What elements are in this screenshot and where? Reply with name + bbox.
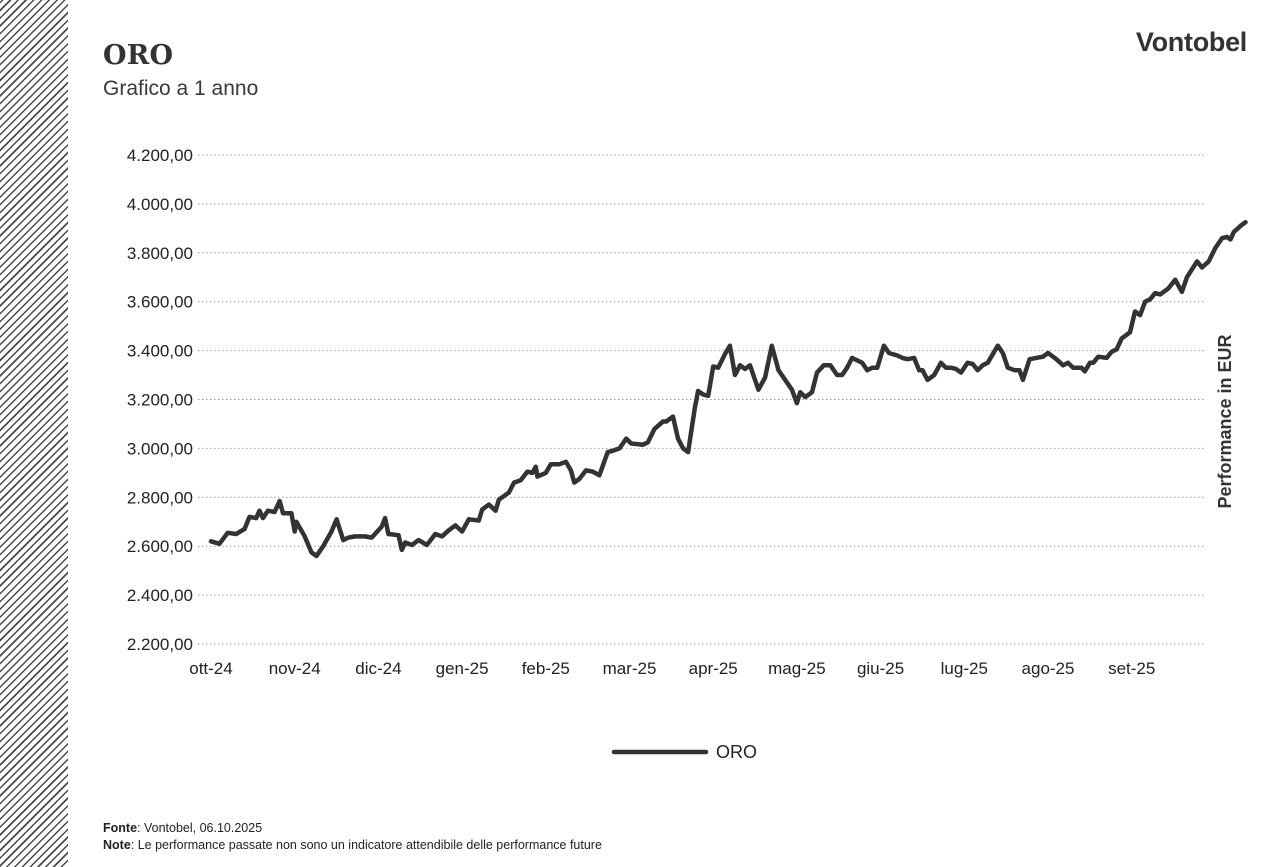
y-tick-label: 3.200,00 (127, 391, 193, 410)
y-tick-label: 3.000,00 (127, 439, 193, 458)
x-tick-label: giu-25 (857, 659, 904, 678)
y-tick-label: 2.600,00 (127, 537, 193, 556)
footer-source: Fonte: Vontobel, 06.10.2025 (103, 821, 262, 835)
footer-source-label: Fonte (103, 821, 138, 835)
footer-note: Note: Le performance passate non sono un… (103, 838, 602, 852)
footer-note-text: : Le performance passate non sono un ind… (130, 838, 602, 852)
y-tick-label: 2.400,00 (127, 586, 193, 605)
legend-label-oro: ORO (716, 742, 757, 762)
x-tick-label: dic-24 (355, 659, 401, 678)
x-tick-label: mar-25 (603, 659, 657, 678)
y-axis-label: Performance in EUR (1215, 334, 1235, 508)
x-tick-label: nov-24 (269, 659, 321, 678)
y-tick-label: 2.800,00 (127, 488, 193, 507)
x-tick-label: set-25 (1108, 659, 1155, 678)
page-subtitle: Grafico a 1 anno (103, 77, 259, 100)
y-tick-label: 3.400,00 (127, 342, 193, 361)
y-tick-label: 4.000,00 (127, 195, 193, 214)
chart-legend: ORO (611, 742, 757, 762)
footer-note-label: Note (103, 838, 131, 852)
brand-logo: Vontobel (1135, 27, 1247, 57)
x-tick-label: apr-25 (689, 659, 738, 678)
x-tick-label: ott-24 (189, 659, 232, 678)
y-tick-label: 4.200,00 (127, 146, 193, 165)
x-tick-label: gen-25 (436, 659, 489, 678)
chart-grid (198, 154, 1206, 645)
x-tick-label: mag-25 (768, 659, 826, 678)
series-line-oro (208, 219, 1248, 559)
x-axis-ticks: ott-24 nov-24 dic-24 gen-25 feb-25 mar-25 apr-… (189, 659, 1155, 678)
chart-series (208, 219, 1248, 559)
page-title: ORO (103, 40, 174, 71)
y-tick-label: 3.600,00 (127, 293, 193, 312)
x-tick-label: lug-25 (941, 659, 988, 678)
y-axis-ticks: 2.200,00 2.400,00 2.600,00 2.800,00 3.000,00… (127, 146, 193, 654)
x-tick-label: feb-25 (522, 659, 570, 678)
y-tick-label: 3.800,00 (127, 244, 193, 263)
x-tick-label: ago-25 (1022, 659, 1075, 678)
y-tick-label: 2.200,00 (127, 635, 193, 654)
decorative-stripes (0, 0, 68, 867)
y-axis-label-group: Performance in EUR (1215, 334, 1235, 508)
footer-source-text: : Vontobel, 06.10.2025 (137, 821, 263, 835)
